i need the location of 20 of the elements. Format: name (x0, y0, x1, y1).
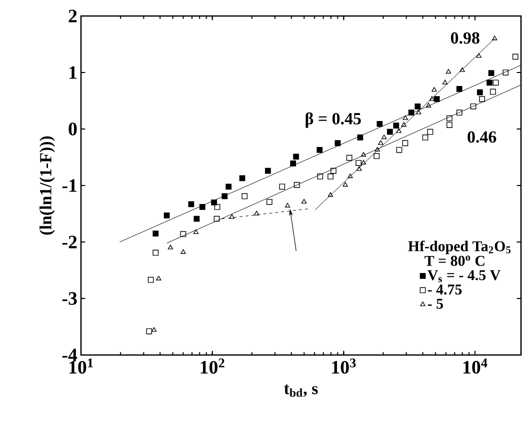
legend-label: - 4.75 (428, 284, 462, 295)
annotation: 0.46 (468, 131, 496, 143)
y-tick-label: -2 (62, 236, 77, 248)
legend-title: Hf-doped Ta$_{2}$O$_{5}$ (408, 240, 511, 254)
legend-label: - 5 (428, 298, 443, 309)
y-tick-label: -3 (62, 292, 77, 305)
x-tick-label: 10$^{2}$ (200, 358, 224, 374)
y-tick-label: 2 (68, 10, 77, 22)
y-axis-title: (ln(ln1/(1-F))) (40, 136, 55, 235)
annotation: T = 80$^{o}$ C (424, 256, 484, 266)
y-tick-label: 1 (70, 66, 76, 79)
legend-label: V$_{s}$ = - 4.5 V (428, 270, 500, 282)
y-tick-label: -4 (62, 348, 78, 362)
annotation: β = 0.45 (306, 112, 361, 128)
y-tick-label: -1 (62, 179, 76, 192)
x-tick-label: 10$^{3}$ (332, 358, 356, 374)
y-tick-label: 0 (68, 122, 77, 136)
x-tick-label: 10$^{4}$ (463, 358, 488, 374)
annotation: 0.98 (450, 32, 480, 44)
x-axis-title: t$_{bd}$, s (284, 384, 318, 397)
